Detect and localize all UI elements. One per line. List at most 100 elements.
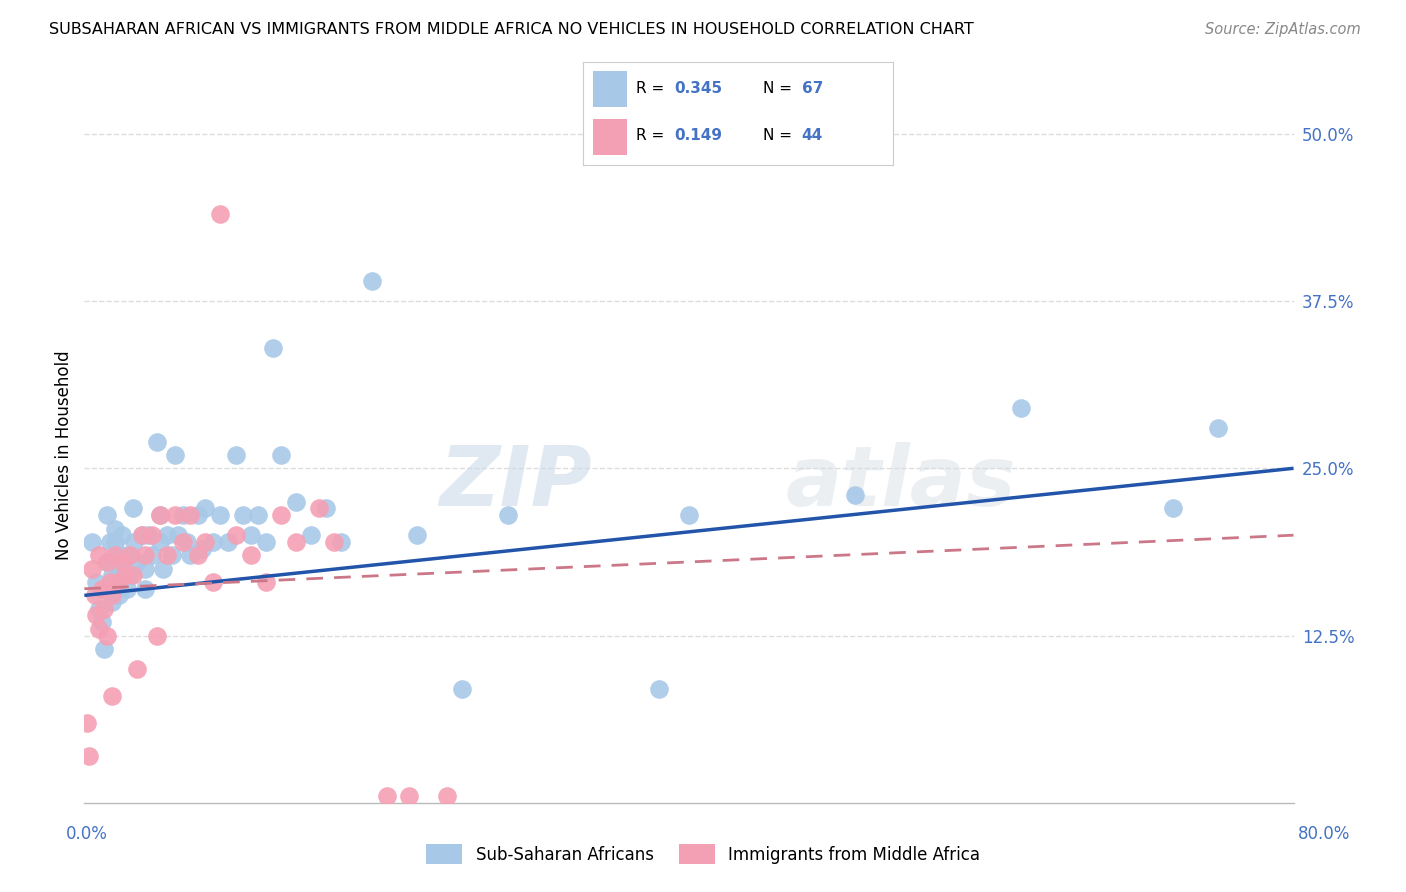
Text: 80.0%: 80.0% [1298, 825, 1351, 843]
Point [96, 555, 118, 569]
Point [98, 535, 121, 549]
Point [107, 548, 129, 563]
Point [136, 528, 159, 542]
Point [98, 575, 121, 590]
Point [86, 575, 108, 590]
Point [322, 535, 344, 549]
Point [179, 508, 201, 523]
Point [96, 628, 118, 642]
Point [330, 535, 353, 549]
Point [209, 207, 232, 221]
Point [121, 501, 143, 516]
Legend: Sub-Saharan Africans, Immigrants from Middle Africa: Sub-Saharan Africans, Immigrants from Mi… [419, 838, 987, 871]
Point [127, 662, 149, 676]
Point [93, 642, 115, 657]
Point [156, 548, 179, 563]
Point [165, 448, 187, 462]
Point [134, 562, 156, 576]
Point [165, 508, 187, 523]
Point [131, 528, 153, 542]
Point [84, 589, 107, 603]
Point [96, 555, 118, 569]
Point [167, 528, 190, 542]
Point [146, 628, 169, 642]
Text: R =: R = [636, 81, 669, 96]
Text: Source: ZipAtlas.com: Source: ZipAtlas.com [1205, 22, 1361, 37]
Point [201, 535, 224, 549]
Point [114, 562, 136, 576]
Point [134, 582, 156, 596]
Point [111, 548, 134, 563]
Point [115, 582, 138, 596]
Point [270, 508, 292, 523]
Point [187, 548, 209, 563]
Text: 44: 44 [801, 128, 823, 144]
Point [451, 681, 474, 696]
Point [436, 789, 458, 803]
Point [77, 749, 100, 764]
Point [107, 562, 129, 576]
Point [156, 528, 179, 542]
Point [648, 681, 671, 696]
Text: SUBSAHARAN AFRICAN VS IMMIGRANTS FROM MIDDLE AFRICA NO VEHICLES IN HOUSEHOLD COR: SUBSAHARAN AFRICAN VS IMMIGRANTS FROM MI… [49, 22, 974, 37]
Point [96, 508, 118, 523]
Point [89, 622, 111, 636]
Point [141, 528, 163, 542]
FancyBboxPatch shape [593, 70, 627, 106]
Point [111, 528, 134, 542]
Point [118, 568, 141, 582]
Text: 67: 67 [801, 81, 823, 96]
Point [118, 548, 141, 563]
Point [104, 548, 127, 563]
Point [91, 582, 114, 596]
Point [406, 528, 429, 542]
Point [107, 575, 129, 590]
Point [91, 615, 114, 630]
Point [398, 789, 420, 803]
Text: N =: N = [763, 81, 797, 96]
Point [308, 501, 330, 516]
Point [86, 608, 108, 623]
Point [209, 508, 232, 523]
Point [127, 555, 149, 569]
Point [114, 568, 136, 582]
Text: atlas: atlas [786, 442, 1017, 524]
Point [176, 535, 198, 549]
Point [270, 448, 292, 462]
Point [191, 541, 214, 556]
Point [315, 501, 337, 516]
Point [146, 434, 169, 449]
Point [496, 508, 519, 523]
Point [122, 535, 145, 549]
Point [844, 488, 866, 502]
Point [360, 274, 382, 288]
Point [194, 501, 217, 516]
Point [111, 555, 134, 569]
Point [93, 602, 115, 616]
Point [375, 789, 398, 803]
Point [160, 548, 183, 563]
Point [89, 602, 111, 616]
Point [100, 689, 122, 703]
Point [80, 562, 103, 576]
Point [172, 508, 194, 523]
Point [108, 589, 131, 603]
Point [225, 528, 247, 542]
Point [239, 528, 262, 542]
Point [89, 548, 111, 563]
Point [217, 535, 239, 549]
Point [104, 535, 127, 549]
Point [100, 568, 122, 582]
Point [141, 548, 163, 563]
Point [100, 595, 122, 609]
Point [121, 568, 143, 582]
Point [201, 575, 224, 590]
Point [100, 589, 122, 603]
Point [194, 535, 217, 549]
Text: ZIP: ZIP [440, 442, 592, 524]
Y-axis label: No Vehicles in Household: No Vehicles in Household [55, 350, 73, 560]
Point [172, 535, 194, 549]
Point [254, 575, 277, 590]
Point [179, 548, 201, 563]
Point [1206, 421, 1229, 435]
